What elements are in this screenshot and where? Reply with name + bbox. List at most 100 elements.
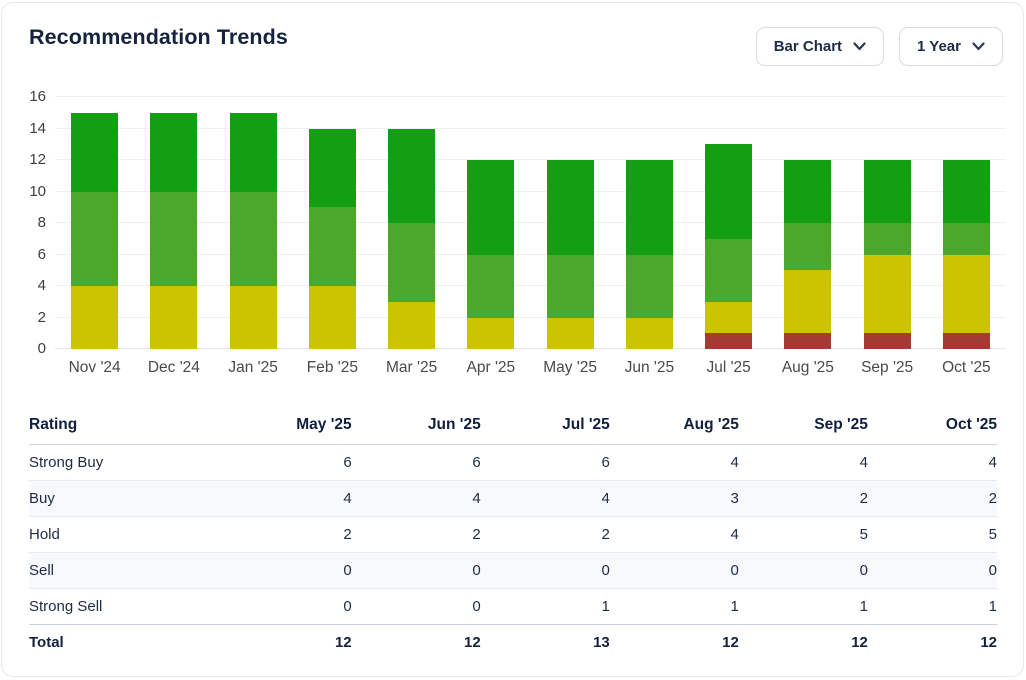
bar-slot	[214, 97, 293, 349]
bar-jan-25[interactable]	[229, 112, 277, 349]
bar-segment-hold	[308, 286, 356, 349]
bar-segment-strong-buy	[546, 160, 594, 255]
bar-mar-25[interactable]	[388, 128, 436, 349]
table-cell: 1	[738, 588, 868, 625]
table-header-cell: May '25	[222, 407, 352, 445]
x-axis-labels: Nov '24 Dec '24 Jan '25 Feb '25 Mar '25 Apr '…	[55, 359, 1006, 377]
table-row-strong-buy: Strong Buy 6 6 6 4 4 4	[29, 445, 997, 481]
bar-segment-strong-buy	[863, 160, 911, 223]
bar-segment-buy	[150, 191, 198, 286]
x-axis-tick-label: Dec '24	[147, 359, 200, 376]
x-axis-tick-label: Jul '25	[706, 359, 751, 376]
bar-segment-hold	[863, 254, 911, 334]
row-label: Sell	[29, 552, 223, 589]
bar-slot	[55, 97, 134, 349]
period-dropdown[interactable]: 1 Year	[899, 27, 1003, 66]
bar-feb-25[interactable]	[308, 128, 356, 349]
bar-segment-hold	[546, 317, 594, 349]
row-label: Buy	[29, 480, 223, 517]
bar-nov-24[interactable]	[71, 112, 119, 349]
y-axis-tick-label: 0	[37, 340, 46, 357]
y-axis-tick-label: 16	[29, 88, 46, 105]
bar-segment-hold	[467, 317, 515, 349]
bar-segment-strong-sell	[942, 333, 990, 349]
chevron-down-icon	[972, 42, 985, 51]
y-axis-tick-label: 8	[37, 214, 46, 231]
x-axis-tick-label: Oct '25	[942, 359, 991, 376]
table-cell: 4	[988, 454, 997, 471]
row-label: Total	[29, 624, 223, 660]
table-cell: 4	[859, 454, 868, 471]
table-cell: 13	[480, 624, 610, 660]
bar-jun-25[interactable]	[625, 160, 673, 349]
table-cell: 5	[867, 516, 997, 553]
grid-line	[55, 222, 1006, 223]
chart-controls: Bar Chart 1 Year	[755, 27, 1003, 66]
page-title: Recommendation Trends	[29, 25, 288, 49]
bar-segment-strong-sell	[705, 333, 753, 349]
table-cell: 0	[480, 552, 610, 589]
bar-segment-buy	[942, 223, 990, 255]
bar-segment-buy	[625, 254, 673, 318]
bar-segment-strong-buy	[625, 160, 673, 255]
bar-segment-strong-buy	[784, 160, 832, 223]
table-cell: 6	[472, 454, 481, 471]
bar-slot	[451, 97, 530, 349]
y-axis-tick-label: 2	[37, 308, 46, 326]
bar-apr-25[interactable]	[467, 160, 515, 349]
table-cell: 2	[222, 516, 352, 553]
table-cell: 0	[609, 552, 739, 589]
bar-segment-buy	[863, 223, 911, 255]
bar-oct-25[interactable]	[942, 160, 990, 349]
x-axis-tick-label: Jan '25	[228, 359, 278, 376]
x-axis-tick-label: Nov '24	[68, 359, 121, 376]
table-row-strong-sell: Strong Sell 0 0 1 1 1 1	[29, 588, 997, 625]
ratings-table-wrap: Rating May '25 Jun '25 Jul '25 Aug '25 Sep '2…	[29, 407, 997, 660]
bar-aug-25[interactable]	[784, 160, 832, 349]
bar-segment-buy	[388, 223, 436, 302]
grid-line	[55, 190, 1006, 192]
bar-slot	[293, 97, 372, 349]
table-cell: 5	[738, 516, 868, 553]
bar-slot	[610, 97, 689, 349]
bar-jul-25[interactable]	[705, 144, 753, 349]
bar-segment-hold	[229, 286, 277, 349]
table-cell: 3	[609, 480, 739, 517]
bar-segment-buy	[705, 238, 753, 302]
bar-segment-hold	[625, 317, 673, 349]
table-cell: 6	[343, 454, 352, 471]
table-header-cell: Rating	[29, 407, 223, 445]
bar-segment-strong-buy	[229, 112, 277, 192]
table-header-cell: Aug '25	[609, 407, 739, 445]
bar-sep-25[interactable]	[863, 160, 911, 349]
bar-slot	[372, 97, 451, 349]
table-cell: 0	[222, 552, 352, 589]
table-cell: 0	[738, 552, 868, 589]
chart-type-dropdown-label: Bar Chart	[773, 38, 843, 55]
bar-segment-buy	[229, 191, 277, 286]
bar-dec-24[interactable]	[150, 112, 198, 349]
bars-row	[55, 97, 1006, 349]
chart-type-dropdown[interactable]: Bar Chart	[755, 27, 885, 66]
y-axis-tick-label: 4	[37, 277, 46, 294]
row-label: Hold	[29, 516, 223, 553]
bar-slot	[848, 97, 927, 349]
x-axis-tick-label: Apr '25	[466, 359, 516, 376]
x-axis-tick-label: Sep '25	[861, 359, 914, 376]
table-cell: 0	[351, 588, 481, 625]
card-header: Recommendation Trends Bar Chart 1 Year	[2, 3, 1023, 66]
bar-segment-hold	[150, 286, 198, 349]
bar-segment-strong-buy	[388, 128, 436, 223]
bar-segment-strong-buy	[705, 144, 753, 239]
chevron-down-icon	[853, 42, 866, 51]
bar-segment-hold	[784, 270, 832, 334]
row-label: Strong Sell	[29, 588, 223, 625]
ratings-table: Rating May '25 Jun '25 Jul '25 Aug '25 Sep '2…	[29, 407, 997, 660]
bar-may-25[interactable]	[546, 160, 594, 349]
grid-line	[55, 348, 1006, 349]
table-header-cell: Jun '25	[351, 407, 481, 445]
table-header-cell: Sep '25	[738, 407, 868, 445]
bar-slot	[134, 97, 213, 349]
table-header-cell: Oct '25	[867, 407, 997, 445]
